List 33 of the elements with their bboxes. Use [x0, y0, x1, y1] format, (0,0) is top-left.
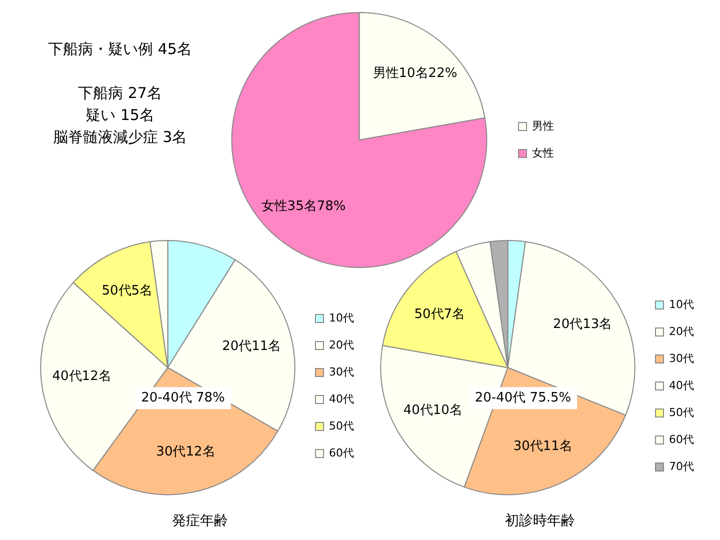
legend-label: 10代 — [329, 311, 354, 324]
data-label: 女性35名78% — [261, 198, 346, 214]
data-label: 男性10名22% — [372, 66, 458, 81]
legend-label: 30代 — [669, 352, 694, 365]
legend-label: 40代 — [329, 392, 354, 406]
data-label: 30代12名 — [156, 444, 216, 460]
legend-label: 40代 — [669, 378, 694, 392]
text: 20-40代 78% — [141, 390, 225, 406]
text: 下船病・疑い例 45名 — [47, 39, 193, 60]
legend-label: 男性 — [532, 119, 554, 132]
text: 20-40代 75.5% — [474, 390, 572, 406]
text: 初診時年齢 — [505, 513, 575, 530]
data-label: 40代12名 — [52, 369, 112, 384]
legend-label: 70代 — [669, 460, 694, 473]
legend-label: 20代 — [669, 324, 694, 338]
data-label: 20代11名 — [222, 339, 282, 354]
text: 疑い 15名 — [84, 105, 156, 126]
data-label: 30代11名 — [513, 438, 572, 454]
legend-label: 10代 — [669, 298, 694, 311]
data-label: 50代7名 — [414, 306, 466, 322]
legend-label: 50代 — [669, 406, 694, 419]
data-label: 40代10名 — [403, 403, 462, 418]
legend-label: 50代 — [329, 419, 354, 432]
legend-label: 20代 — [329, 338, 354, 352]
legend-label: 女性 — [532, 146, 554, 160]
legend-label: 60代 — [669, 432, 694, 446]
legend-label: 30代 — [329, 365, 354, 378]
legend-label: 60代 — [329, 446, 354, 460]
text: 発症年齢 — [172, 513, 228, 530]
data-label: 50代5名 — [102, 284, 153, 299]
text: 脳脊髄液減少症 3名 — [52, 127, 188, 148]
text: 下船病 27名 — [77, 83, 163, 104]
data-label: 20代13名 — [553, 316, 612, 332]
